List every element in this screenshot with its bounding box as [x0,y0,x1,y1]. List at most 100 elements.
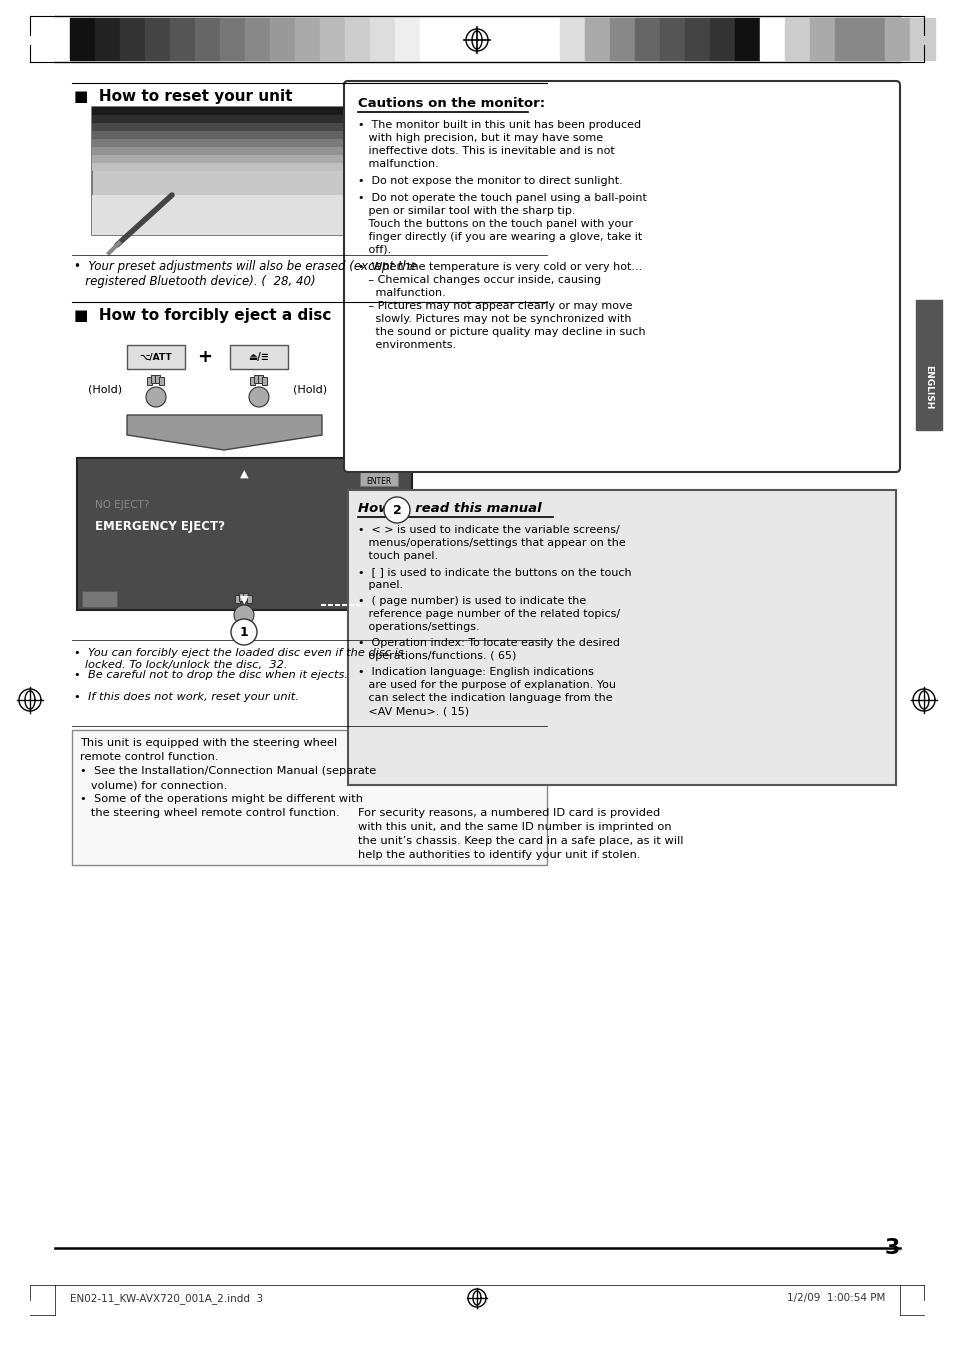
Text: •  You can forcibly eject the loaded disc even if the disc is
   locked. To lock: • You can forcibly eject the loaded disc… [74,648,403,669]
Bar [370,18,395,59]
Bar [262,377,267,385]
Bar [859,18,884,59]
Bar [345,18,370,59]
Bar [395,18,419,59]
Bar [734,18,760,59]
Text: ■  How to forcibly eject a disc: ■ How to forcibly eject a disc [74,308,331,323]
Text: operations/settings.: operations/settings. [357,622,479,631]
Text: off).: off). [357,245,391,256]
Text: •  Operation index: To locate easily the desired: • Operation index: To locate easily the … [357,638,619,648]
Bar [127,345,185,369]
Bar [760,18,784,59]
Bar [145,18,170,59]
Bar [294,18,319,59]
Bar [245,18,270,59]
Text: NO EJECT?: NO EJECT? [95,500,150,510]
Bar [884,18,909,59]
Circle shape [249,387,269,407]
Text: 1: 1 [239,626,248,638]
Bar [243,594,248,602]
Text: ▼: ▼ [239,595,248,604]
Bar [91,195,396,235]
Bar [194,18,220,59]
FancyBboxPatch shape [71,730,546,865]
Text: •  Indication language: English indications: • Indication language: English indicatio… [357,667,594,677]
Text: with high precision, but it may have some: with high precision, but it may have som… [357,132,602,143]
Bar [709,18,734,59]
Text: Cautions on the monitor:: Cautions on the monitor: [357,97,544,110]
Bar [230,345,288,369]
Text: ENTER: ENTER [366,477,392,485]
Text: •  [ ] is used to indicate the buttons on the touch: • [ ] is used to indicate the buttons on… [357,566,631,577]
Text: •  Be careful not to drop the disc when it ejects.: • Be careful not to drop the disc when i… [74,671,348,680]
Bar [151,375,156,383]
Text: •  ( page number) is used to indicate the: • ( page number) is used to indicate the [357,596,586,606]
Circle shape [231,619,256,645]
Bar [834,18,859,59]
Polygon shape [127,415,322,450]
Text: environments.: environments. [357,339,456,350]
Text: malfunction.: malfunction. [357,288,445,297]
Bar [77,458,412,610]
Text: ENGLISH: ENGLISH [923,365,933,410]
Text: EMERGENCY EJECT?: EMERGENCY EJECT? [95,521,225,533]
Text: 1/2/09  1:00:54 PM: 1/2/09 1:00:54 PM [786,1293,884,1303]
Bar [159,377,164,385]
Bar [359,468,397,485]
Text: slowly. Pictures may not be synchronized with: slowly. Pictures may not be synchronized… [357,314,631,324]
FancyBboxPatch shape [348,489,895,786]
Bar [635,18,659,59]
Bar [319,18,345,59]
Bar [91,155,396,164]
Text: touch panel.: touch panel. [357,552,437,561]
Text: Exit: Exit [375,619,392,627]
Text: This unit is equipped with the steering wheel
remote control function.
•  See th: This unit is equipped with the steering … [80,738,375,818]
Text: ineffective dots. This is inevitable and is not: ineffective dots. This is inevitable and… [357,146,614,155]
Bar [584,18,609,59]
Text: – Pictures may not appear clearly or may move: – Pictures may not appear clearly or may… [357,301,632,311]
Text: pen or similar tool with the sharp tip.: pen or similar tool with the sharp tip. [357,206,575,216]
Bar [91,123,396,131]
Bar [915,300,941,430]
Bar [147,377,152,385]
Text: <AV Menu>. ( 15): <AV Menu>. ( 15) [357,706,469,717]
Bar [559,18,584,59]
Bar [419,18,444,59]
Bar [684,18,709,59]
Text: •  < > is used to indicate the variable screens/: • < > is used to indicate the variable s… [357,525,619,535]
FancyBboxPatch shape [344,81,899,472]
Text: Back: Back [89,619,110,627]
Text: •  Do not operate the touch panel using a ball-point: • Do not operate the touch panel using a… [357,193,646,203]
Text: the sound or picture quality may decline in such: the sound or picture quality may decline… [357,327,645,337]
Text: 2: 2 [393,503,401,516]
Text: ⏏/≡: ⏏/≡ [249,352,269,362]
Bar [247,595,252,603]
Circle shape [233,604,253,625]
Bar [239,594,244,602]
Text: reference page number of the related topics/: reference page number of the related top… [357,608,619,619]
Bar [809,18,834,59]
Bar [784,18,809,59]
Bar [270,18,294,59]
Bar [91,107,396,235]
Bar [95,18,120,59]
Text: How to read this manual: How to read this manual [357,502,541,515]
Bar [170,18,194,59]
Text: panel.: panel. [357,580,403,589]
Text: Touch the buttons on the touch panel with your: Touch the buttons on the touch panel wit… [357,219,633,228]
Text: ▲: ▲ [239,469,248,479]
Circle shape [146,387,166,407]
Text: (Hold): (Hold) [88,384,122,393]
Bar [91,107,396,115]
Text: 3: 3 [883,1238,899,1257]
Text: •  The monitor built in this unit has been produced: • The monitor built in this unit has bee… [357,120,640,130]
Bar [91,115,396,123]
Bar [909,18,934,59]
Text: can select the indication language from the: can select the indication language from … [357,694,612,703]
Bar [250,377,254,385]
Text: finger directly (if you are wearing a glove, take it: finger directly (if you are wearing a gl… [357,233,641,242]
Bar [82,591,117,607]
Bar [253,375,258,383]
Text: (Hold): (Hold) [293,384,327,393]
Text: +: + [197,347,213,366]
